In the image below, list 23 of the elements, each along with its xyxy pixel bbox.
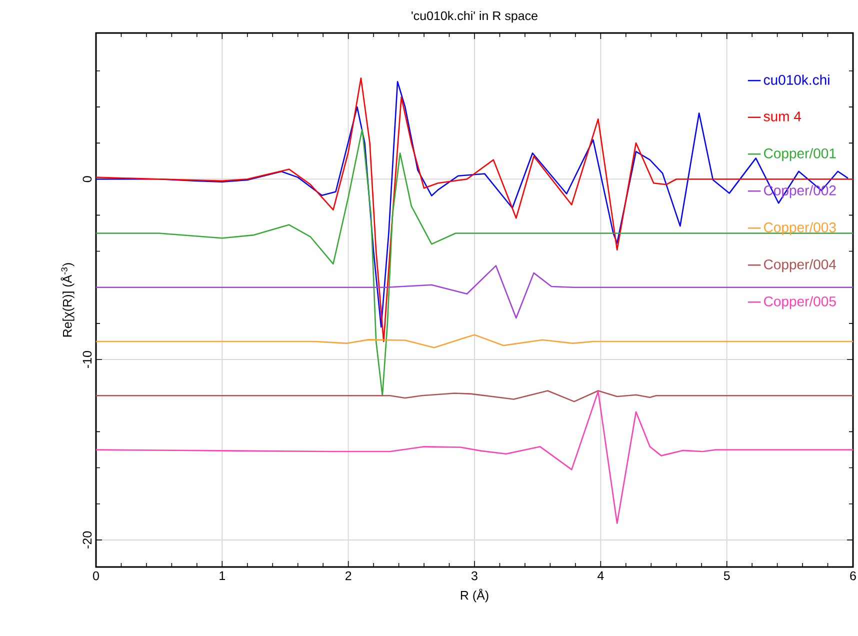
x-axis-title: R (Å) xyxy=(460,588,488,602)
y-axis-title: Re[χ(R)] (Å$^{-3}$) xyxy=(60,263,74,337)
chart-title: 'cu010k.chi' in R space xyxy=(412,10,538,23)
x-tick-label: 4 xyxy=(597,571,604,580)
x-tick-label: 1 xyxy=(220,571,226,580)
x-tick-label: 2 xyxy=(345,571,352,580)
x-tick-label: 5 xyxy=(724,571,730,580)
line-series xyxy=(96,334,854,348)
y-tick-label: 0 xyxy=(82,176,92,182)
legend-label: Copper/001 xyxy=(764,148,836,162)
legend-label: Copper/003 xyxy=(764,222,836,236)
line-series xyxy=(96,390,854,402)
legend-label: Copper/005 xyxy=(764,296,836,310)
line-series xyxy=(96,390,854,524)
legend-label: Copper/004 xyxy=(764,259,836,272)
x-tick-label: 3 xyxy=(471,571,478,580)
legend-label: sum 4 xyxy=(764,112,801,122)
x-tick-label: 0 xyxy=(93,571,99,580)
y-tick-label: -10 xyxy=(82,350,92,368)
legend-label: cu010k.chi xyxy=(764,74,830,85)
x-tick-label: 6 xyxy=(850,571,856,580)
y-tick-label: -20 xyxy=(82,531,92,548)
line-series xyxy=(96,128,854,396)
